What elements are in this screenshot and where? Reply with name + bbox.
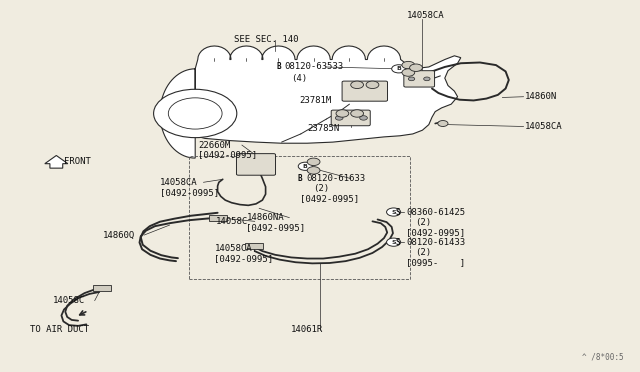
Polygon shape <box>45 155 68 168</box>
Text: B: B <box>276 62 281 71</box>
Text: TO AIR DUCT: TO AIR DUCT <box>30 325 89 334</box>
Text: 08120-61433: 08120-61433 <box>406 238 465 247</box>
Circle shape <box>298 162 312 170</box>
Circle shape <box>351 81 364 89</box>
Text: [0492-0995]: [0492-0995] <box>300 194 358 203</box>
Text: B: B <box>303 164 308 169</box>
Text: 14058CA: 14058CA <box>525 122 563 131</box>
Circle shape <box>402 69 415 76</box>
Text: 14058CA: 14058CA <box>406 11 444 20</box>
Text: ^ /8*00:5: ^ /8*00:5 <box>582 353 624 362</box>
Circle shape <box>335 116 343 120</box>
Circle shape <box>410 64 422 71</box>
FancyBboxPatch shape <box>404 71 435 87</box>
Bar <box>245 243 263 249</box>
Circle shape <box>424 77 430 81</box>
Text: B: B <box>297 174 302 183</box>
Text: 08360-61425: 08360-61425 <box>406 208 465 217</box>
Circle shape <box>307 158 320 166</box>
Circle shape <box>387 208 401 216</box>
Text: SEE SEC. 140: SEE SEC. 140 <box>234 35 298 44</box>
Circle shape <box>366 81 379 89</box>
Circle shape <box>360 116 367 120</box>
Text: 14860NA: 14860NA <box>246 213 284 222</box>
Text: 14058C: 14058C <box>216 217 248 226</box>
Text: 08120-61633: 08120-61633 <box>306 174 365 183</box>
FancyBboxPatch shape <box>332 110 370 126</box>
Text: S: S <box>391 240 396 245</box>
Circle shape <box>336 110 349 117</box>
Circle shape <box>307 167 320 174</box>
Text: 08120-63533: 08120-63533 <box>285 62 344 71</box>
Text: S: S <box>396 208 401 217</box>
Text: [0995-    ]: [0995- ] <box>406 258 465 267</box>
Text: [0492-0995]: [0492-0995] <box>160 188 219 197</box>
Text: (2): (2) <box>415 248 431 257</box>
Text: 14058CA: 14058CA <box>214 244 252 253</box>
FancyBboxPatch shape <box>342 81 388 101</box>
Circle shape <box>438 121 448 126</box>
Text: 14058CA: 14058CA <box>160 178 198 187</box>
Circle shape <box>408 77 415 81</box>
Text: [0492-0995]: [0492-0995] <box>198 151 257 160</box>
Text: 14860N: 14860N <box>525 92 557 101</box>
Circle shape <box>402 61 415 69</box>
Polygon shape <box>160 46 461 158</box>
Circle shape <box>392 65 406 73</box>
Bar <box>93 285 111 291</box>
Text: B: B <box>396 66 401 71</box>
Text: 14058C: 14058C <box>52 296 84 305</box>
Text: 23785N: 23785N <box>307 124 339 133</box>
Text: [0492-0995]: [0492-0995] <box>406 228 465 237</box>
Circle shape <box>351 110 364 117</box>
Text: S: S <box>391 209 396 215</box>
Text: 14860Q: 14860Q <box>102 231 134 240</box>
Text: 22660M: 22660M <box>198 141 230 150</box>
Text: [0492-0995]: [0492-0995] <box>246 223 305 232</box>
Text: 23781M: 23781M <box>300 96 332 105</box>
Text: S: S <box>396 238 401 247</box>
Circle shape <box>387 238 401 246</box>
Text: FRONT: FRONT <box>64 157 91 166</box>
Text: (4): (4) <box>291 74 307 83</box>
Circle shape <box>154 89 237 138</box>
Text: [0492-0995]: [0492-0995] <box>214 254 273 263</box>
FancyBboxPatch shape <box>237 154 275 175</box>
Text: (2): (2) <box>415 218 431 227</box>
Text: (2): (2) <box>314 184 330 193</box>
Bar <box>209 215 227 221</box>
Text: 14061R: 14061R <box>291 326 323 334</box>
